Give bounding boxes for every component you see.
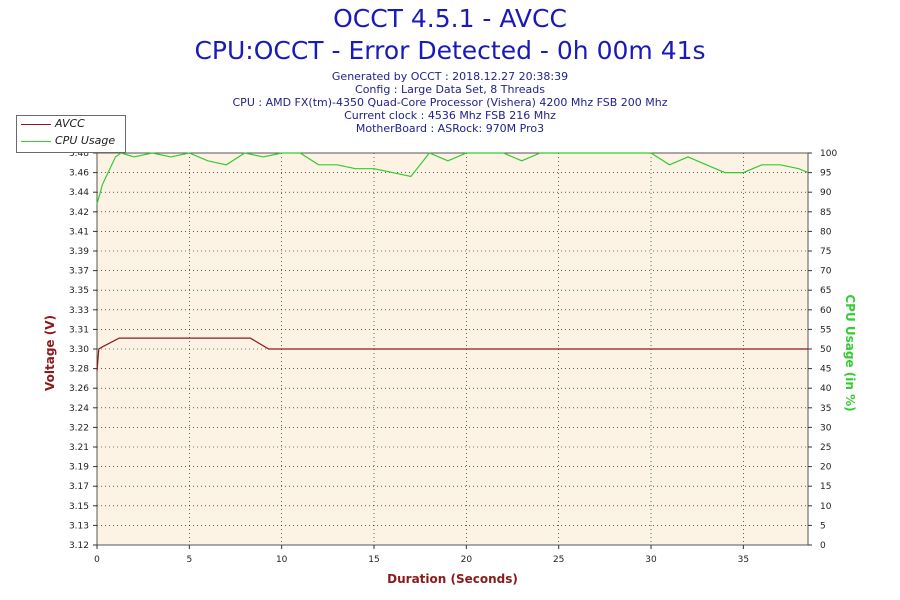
- y-tick-label: 3.31: [69, 325, 89, 335]
- y-tick-label: 3.12: [69, 541, 89, 551]
- legend-item-avcc: AVCC: [17, 117, 125, 133]
- x-tick-label: 5: [186, 555, 192, 565]
- x-tick-label: 35: [738, 555, 749, 565]
- y-tick-label: 3.42: [69, 208, 89, 218]
- y-tick-label: 3.48: [69, 149, 89, 159]
- y-tick-label: 3.19: [69, 463, 89, 473]
- series-line-cpu-usage: [96, 152, 809, 205]
- y-tick-label: 3.33: [69, 306, 89, 316]
- legend-swatch-cpu-usage: [21, 141, 51, 142]
- y-tick-label: 3.44: [69, 188, 89, 198]
- y-tick-label: 3.13: [69, 521, 89, 531]
- y2-tick-label: 65: [820, 286, 831, 296]
- legend-label-cpu-usage: CPU Usage: [55, 134, 116, 147]
- chart-legend: AVCC CPU Usage: [16, 115, 126, 153]
- y-tick-label: 3.17: [69, 482, 89, 492]
- x-tick-label: 15: [368, 555, 379, 565]
- info-motherboard: MotherBoard : ASRock: 970M Pro3: [355, 122, 545, 135]
- y-tick-label: 3.15: [69, 502, 89, 512]
- y2-tick-label: 75: [820, 247, 831, 257]
- y-tick-label: 3.46: [69, 169, 89, 179]
- y-axis-title: Voltage (V): [43, 315, 57, 391]
- y2-tick-label: 90: [820, 188, 832, 198]
- y2-tick-label: 15: [820, 482, 831, 492]
- x-tick-label: 0: [94, 555, 100, 565]
- y2-tick-label: 25: [820, 443, 831, 453]
- x-axis-title: Duration (Seconds): [387, 572, 518, 586]
- chart-title: OCCT 4.5.1 - AVCC: [333, 4, 567, 33]
- y2-tick-label: 20: [820, 463, 832, 473]
- y2-tick-label: 80: [820, 227, 832, 237]
- y2-tick-label: 0: [820, 541, 826, 551]
- y2-tick-label: 50: [820, 345, 832, 355]
- y2-tick-label: 40: [820, 384, 832, 394]
- y2-tick-label: 85: [820, 208, 831, 218]
- info-config: Config : Large Data Set, 8 Threads: [355, 83, 545, 96]
- y2-tick-label: 60: [820, 306, 832, 316]
- legend-swatch-avcc: [21, 124, 51, 125]
- legend-label-avcc: AVCC: [55, 117, 85, 130]
- y-tick-label: 3.24: [69, 404, 89, 414]
- info-generated: Generated by OCCT : 2018.12.27 20:38:39: [331, 70, 569, 83]
- y2-tick-label: 100: [820, 149, 837, 159]
- y-tick-label: 3.41: [69, 227, 89, 237]
- y-tick-label: 3.35: [69, 286, 89, 296]
- y2-tick-label: 30: [820, 423, 832, 433]
- y2-tick-label: 55: [820, 325, 831, 335]
- info-clock: Current clock : 4536 Mhz FSB 216 Mhz: [344, 109, 556, 122]
- x-tick-label: 25: [553, 555, 564, 565]
- series-line-avcc: [96, 337, 808, 371]
- y-tick-label: 3.22: [69, 423, 89, 433]
- legend-item-cpu-usage: CPU Usage: [17, 134, 125, 150]
- x-tick-label: 20: [461, 555, 473, 565]
- x-tick-label: 30: [645, 555, 657, 565]
- y2-tick-label: 70: [820, 267, 832, 277]
- y-tick-label: 3.28: [69, 365, 89, 375]
- info-cpu: CPU : AMD FX(tm)-4350 Quad-Core Processo…: [232, 96, 668, 109]
- y-tick-label: 3.39: [69, 247, 89, 257]
- y-tick-label: 3.37: [69, 267, 89, 277]
- x-tick-label: 10: [276, 555, 288, 565]
- y-tick-label: 3.26: [69, 384, 89, 394]
- y2-tick-label: 95: [820, 169, 831, 179]
- y2-tick-label: 45: [820, 365, 831, 375]
- chart-subtitle: CPU:OCCT - Error Detected - 0h 00m 41s: [194, 36, 706, 65]
- y2-tick-label: 35: [820, 404, 831, 414]
- y-tick-label: 3.21: [69, 443, 89, 453]
- y-tick-label: 3.30: [69, 345, 89, 355]
- y2-tick-label: 10: [820, 502, 832, 512]
- y2-tick-label: 5: [820, 521, 826, 531]
- y2-axis-title: CPU Usage (in %): [843, 294, 857, 411]
